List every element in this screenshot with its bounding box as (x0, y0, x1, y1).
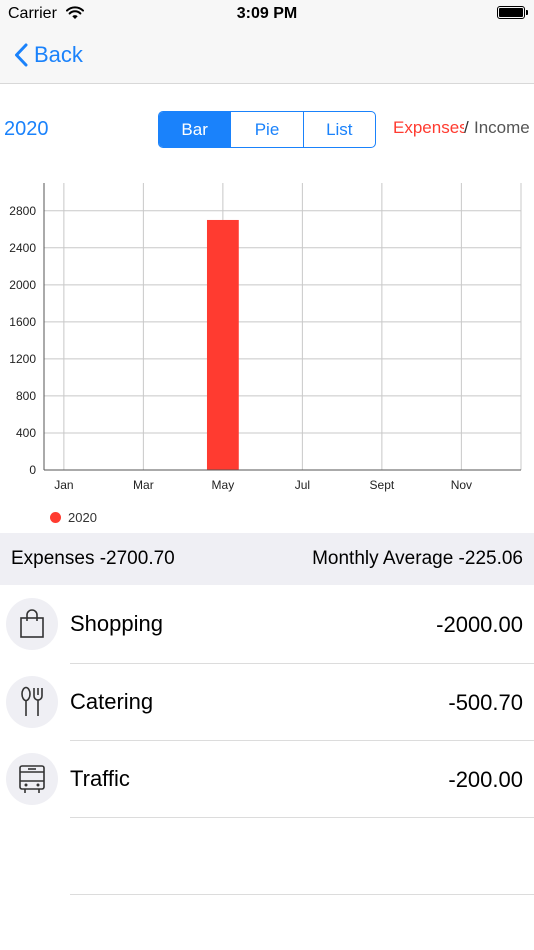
row-divider (70, 740, 534, 741)
x-tick-label: May (212, 478, 235, 492)
bus-icon (19, 765, 45, 793)
bar-may (206, 219, 239, 470)
monthly-average: Monthly Average -225.06 (312, 548, 523, 569)
row-divider (70, 663, 534, 664)
type-toggle: Expenses / Income (393, 118, 534, 140)
tab-bar[interactable]: Bar (159, 112, 231, 147)
category-icon-circle (6, 598, 58, 650)
row-divider (70, 817, 534, 818)
y-tick-label: 400 (16, 426, 36, 440)
expense-bar-chart: 0 400 800 1200 1600 2000 2400 2800 Jan Mar May Jul S… (9, 183, 522, 492)
summary-bar: Expenses -2700.70 Monthly Average -225.0… (0, 533, 534, 585)
navigation-bar: Back (0, 30, 534, 84)
x-tick-label: Jan (54, 478, 73, 492)
y-tick-label: 0 (29, 463, 36, 477)
category-row-catering[interactable]: Catering -500.70 (0, 663, 534, 741)
tab-list[interactable]: List (302, 112, 375, 147)
y-tick-label: 2400 (9, 241, 36, 255)
x-tick-label: Nov (451, 478, 472, 492)
legend-label: 2020 (68, 509, 97, 525)
chart-legend: 2020 (50, 508, 97, 526)
back-label: Back (34, 42, 83, 67)
type-separator: / (464, 118, 469, 137)
legend-dot (50, 511, 61, 523)
x-tick-label: Jul (295, 478, 310, 492)
back-button[interactable]: Back (14, 38, 83, 72)
chevron-left-icon (15, 43, 28, 67)
y-tick-label: 800 (16, 389, 36, 403)
y-tick-label: 1600 (9, 315, 36, 329)
category-amount: -500.70 (448, 690, 523, 715)
x-tick-label: Sept (370, 478, 395, 492)
fork-spoon-icon (21, 686, 43, 716)
status-time: 3:09 PM (236, 5, 298, 22)
total-expenses: Expenses -2700.70 (11, 548, 175, 569)
carrier-label: Carrier (8, 5, 57, 22)
x-tick-label: Mar (133, 478, 154, 492)
year-selector[interactable]: 2020 (4, 118, 49, 140)
row-divider (70, 894, 534, 895)
category-name: Shopping (70, 611, 163, 636)
category-row-shopping[interactable]: Shopping -2000.00 (0, 585, 534, 663)
shopping-bag-icon (20, 609, 44, 638)
category-icon-circle (6, 753, 58, 805)
wifi-icon (66, 6, 84, 25)
status-bar: Carrier 3:09 PM (0, 0, 534, 30)
y-tick-label: 2800 (9, 204, 36, 218)
y-tick-label: 2000 (9, 278, 36, 292)
category-row-traffic[interactable]: Traffic -200.00 (0, 740, 534, 818)
expenses-toggle[interactable]: Expenses (393, 118, 464, 137)
category-amount: -2000.00 (436, 612, 523, 637)
category-name: Catering (70, 689, 154, 714)
chart-mode-segmented-control: Bar Pie List (158, 111, 376, 148)
y-tick-label: 1200 (9, 352, 36, 366)
tab-pie[interactable]: Pie (230, 112, 302, 147)
category-icon-circle (6, 676, 58, 728)
category-name: Traffic (70, 766, 130, 791)
battery-icon (497, 6, 528, 19)
category-amount: -200.00 (448, 767, 523, 792)
income-toggle[interactable]: Income (474, 118, 530, 137)
